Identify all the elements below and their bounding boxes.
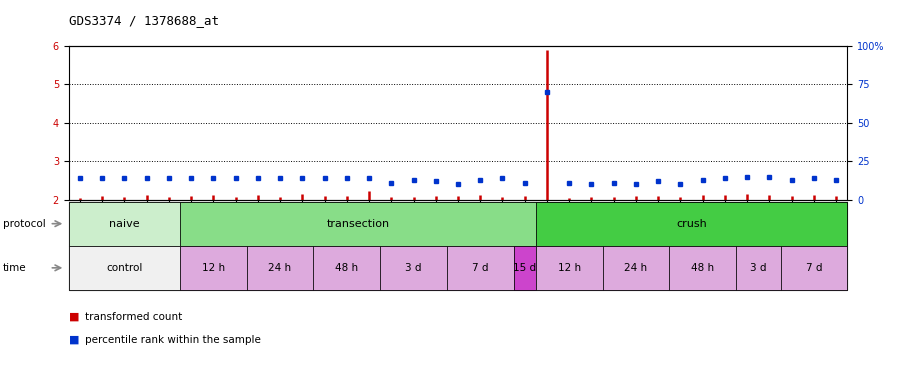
- Text: 7 d: 7 d: [806, 263, 823, 273]
- Text: 12 h: 12 h: [202, 263, 224, 273]
- Text: protocol: protocol: [3, 218, 46, 229]
- Text: 48 h: 48 h: [692, 263, 714, 273]
- Text: naive: naive: [109, 218, 139, 229]
- Text: 24 h: 24 h: [625, 263, 648, 273]
- Text: 12 h: 12 h: [558, 263, 581, 273]
- Text: ■: ■: [69, 312, 79, 322]
- Text: 48 h: 48 h: [335, 263, 358, 273]
- Text: transformed count: transformed count: [85, 312, 182, 322]
- Text: time: time: [3, 263, 27, 273]
- Text: GDS3374 / 1378688_at: GDS3374 / 1378688_at: [69, 14, 219, 27]
- Text: 15 d: 15 d: [513, 263, 536, 273]
- Text: 3 d: 3 d: [750, 263, 767, 273]
- Text: transection: transection: [326, 218, 389, 229]
- Text: crush: crush: [676, 218, 707, 229]
- Text: 3 d: 3 d: [405, 263, 421, 273]
- Text: ■: ■: [69, 335, 79, 345]
- Text: 7 d: 7 d: [472, 263, 488, 273]
- Text: percentile rank within the sample: percentile rank within the sample: [85, 335, 261, 345]
- Text: 24 h: 24 h: [268, 263, 291, 273]
- Text: control: control: [106, 263, 143, 273]
